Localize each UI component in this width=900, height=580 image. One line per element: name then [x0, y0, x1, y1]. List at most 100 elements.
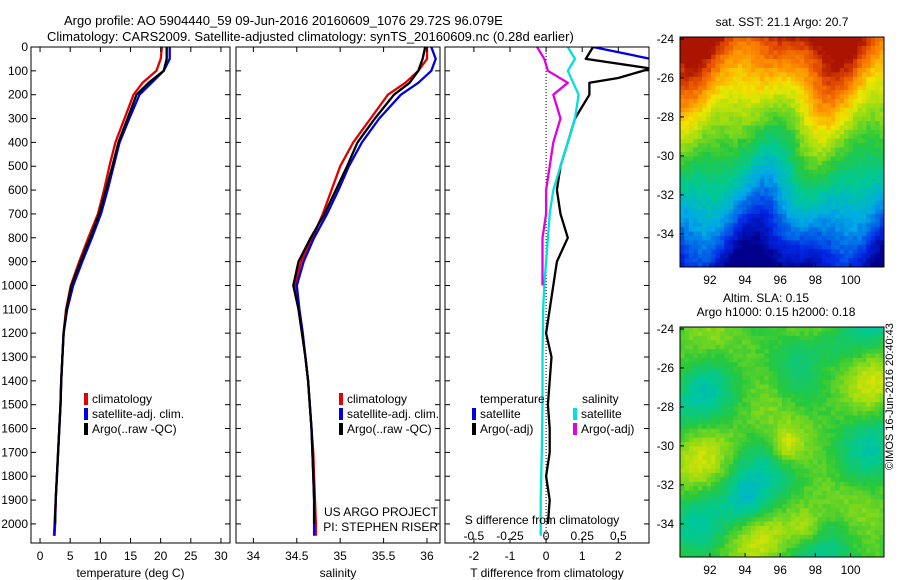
- heatmap-cell: [755, 90, 761, 96]
- heatmap-cell: [688, 437, 694, 443]
- heatmap-cell: [742, 530, 748, 536]
- heatmap-cell: [830, 125, 836, 131]
- heatmap-cell: [719, 402, 725, 408]
- heatmap-cell: [737, 94, 743, 100]
- heatmap-cell: [852, 490, 858, 496]
- heatmap-cell: [706, 54, 712, 60]
- heatmap-cell: [768, 112, 774, 118]
- heatmap-cell: [737, 455, 743, 461]
- heatmap-cell: [861, 45, 867, 51]
- heatmap-cell: [795, 205, 801, 211]
- heatmap-cell: [839, 191, 845, 197]
- heatmap-cell: [702, 534, 708, 540]
- heatmap-cell: [817, 222, 823, 228]
- heatmap-cell: [764, 143, 770, 149]
- heatmap-cell: [786, 477, 792, 483]
- heatmap-cell: [711, 486, 717, 492]
- heatmap-cell: [746, 165, 752, 171]
- heatmap-cell: [808, 165, 814, 171]
- heatmap-cell: [790, 419, 796, 425]
- heatmap-cell: [790, 424, 796, 430]
- heatmap-cell: [697, 508, 703, 514]
- heatmap-cell: [759, 72, 765, 78]
- heatmap-cell: [693, 196, 699, 202]
- heatmap-cell: [857, 415, 863, 421]
- heatmap-cell: [697, 213, 703, 219]
- heatmap-cell: [875, 54, 881, 60]
- heatmap-cell: [870, 37, 876, 43]
- heatmap-cell: [706, 98, 712, 104]
- heatmap-cell: [711, 437, 717, 443]
- heatmap-cell: [680, 98, 686, 104]
- heatmap-cell: [737, 499, 743, 505]
- heatmap-cell: [693, 50, 699, 56]
- heatmap-cell: [861, 94, 867, 100]
- heatmap-cell: [680, 121, 686, 127]
- heatmap-cell: [737, 371, 743, 377]
- heatmap-cell: [719, 112, 725, 118]
- heatmap-cell: [702, 90, 708, 96]
- heatmap-cell: [759, 371, 765, 377]
- heatmap-cell: [684, 344, 690, 350]
- heatmap-cell: [768, 81, 774, 87]
- heatmap-cell: [848, 209, 854, 215]
- heatmap-cell: [768, 424, 774, 430]
- heatmap-cell: [799, 59, 805, 65]
- heatmap-cell: [870, 50, 876, 56]
- heatmap-cell: [799, 428, 805, 434]
- heatmap-cell: [728, 357, 734, 363]
- heatmap-cell: [875, 424, 881, 430]
- heatmap-cell: [737, 205, 743, 211]
- heatmap-cell: [719, 344, 725, 350]
- heatmap-cell: [697, 262, 703, 267]
- heatmap-cell: [724, 169, 730, 175]
- heatmap-cell: [813, 464, 819, 470]
- heatmap-cell: [821, 152, 827, 158]
- heatmap-cell: [728, 174, 734, 180]
- heatmap-cell: [737, 424, 743, 430]
- heatmap-cell: [724, 178, 730, 184]
- heatmap-cell: [795, 67, 801, 73]
- heatmap-cell: [848, 499, 854, 505]
- heatmap-cell: [715, 539, 721, 545]
- heatmap-cell: [742, 54, 748, 60]
- heatmap-cell: [733, 539, 739, 545]
- heatmap-cell: [688, 147, 694, 153]
- heatmap-cell: [839, 205, 845, 211]
- heatmap-cell: [790, 450, 796, 456]
- heatmap-cell: [790, 253, 796, 259]
- heatmap-cell: [799, 477, 805, 483]
- heatmap-cell: [764, 388, 770, 394]
- heatmap-cell: [852, 388, 858, 394]
- heatmap-cell: [804, 388, 810, 394]
- heatmap-cell: [804, 147, 810, 153]
- heatmap-cell: [857, 222, 863, 228]
- heatmap-cell: [817, 169, 823, 175]
- heatmap-cell: [733, 419, 739, 425]
- heatmap-cell: [866, 380, 872, 386]
- heatmap-cell: [711, 530, 717, 536]
- heatmap-cell: [688, 182, 694, 188]
- heatmap-cell: [724, 424, 730, 430]
- heatmap-cell: [746, 147, 752, 153]
- heatmap-cell: [768, 464, 774, 470]
- heatmap-cell: [875, 147, 881, 153]
- heatmap-cell: [866, 442, 872, 448]
- heatmap-cell: [688, 187, 694, 193]
- heatmap-cell: [684, 428, 690, 434]
- heatmap-cell: [817, 253, 823, 259]
- heatmap-cell: [826, 548, 832, 554]
- heatmap-cell: [870, 499, 876, 505]
- heatmap-cell: [857, 112, 863, 118]
- heatmap-cell: [852, 419, 858, 425]
- heatmap-cell: [706, 253, 712, 259]
- heatmap-cell: [719, 258, 725, 264]
- heatmap-cell: [688, 384, 694, 390]
- heatmap-cell: [715, 543, 721, 549]
- heatmap-cell: [790, 468, 796, 474]
- heatmap-cell: [844, 205, 850, 211]
- heatmap-cell: [764, 486, 770, 492]
- heatmap-cell: [715, 384, 721, 390]
- heatmap-cell: [813, 156, 819, 162]
- heatmap-cell: [844, 37, 850, 43]
